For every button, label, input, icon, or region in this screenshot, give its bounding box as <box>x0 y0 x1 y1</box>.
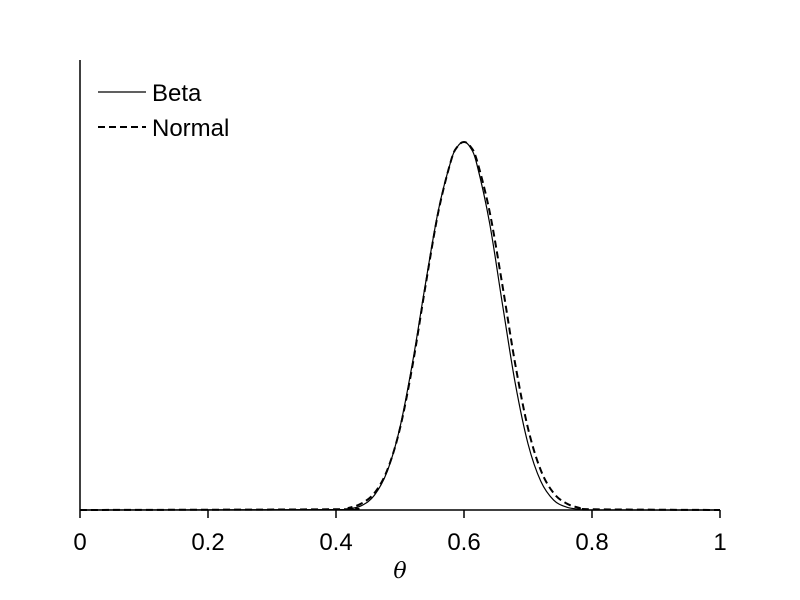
series-line-normal <box>79 140 721 511</box>
x-ticks: 0 0.2 0.4 0.6 0.8 1 <box>73 510 727 556</box>
x-tick-label: 1 <box>713 529 726 556</box>
x-tick-label: 0 <box>73 529 86 556</box>
plot-lines <box>79 140 721 511</box>
legend-label-normal: Normal <box>152 115 229 142</box>
x-tick-label: 0.8 <box>575 529 608 556</box>
x-axis-title: θ <box>393 559 406 584</box>
legend: Beta Normal <box>98 80 229 142</box>
legend-label-beta: Beta <box>152 80 202 107</box>
x-tick-label: 0.2 <box>191 529 224 556</box>
x-tick-label: 0.6 <box>447 529 480 556</box>
x-tick-label: 0.4 <box>319 529 352 556</box>
series-line-beta <box>79 141 721 511</box>
